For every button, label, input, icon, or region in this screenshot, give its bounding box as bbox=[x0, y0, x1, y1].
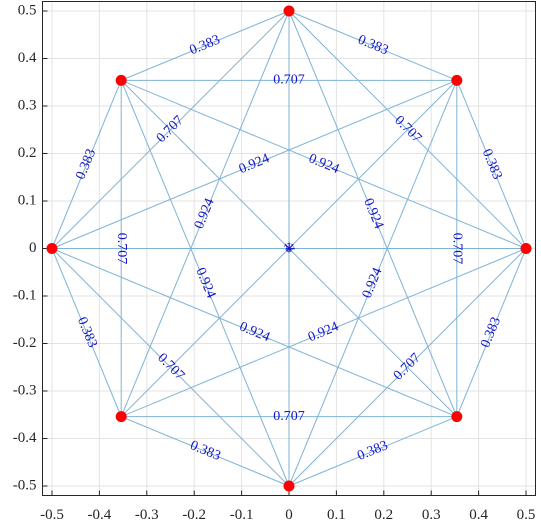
edge bbox=[120, 10, 290, 81]
node bbox=[451, 411, 463, 423]
y-tick-label: 0.5 bbox=[18, 2, 37, 18]
x-tick-label: 0.1 bbox=[327, 507, 346, 523]
y-tick-label: 0.1 bbox=[18, 192, 37, 208]
edge bbox=[51, 248, 290, 487]
x-tick-label: -0.5 bbox=[40, 507, 64, 523]
node bbox=[46, 243, 58, 254]
edge bbox=[51, 248, 122, 417]
edge bbox=[120, 80, 290, 487]
node bbox=[283, 480, 295, 492]
edge bbox=[120, 416, 290, 487]
x-tick-label: 0.2 bbox=[374, 507, 393, 523]
edge-label: 1 bbox=[286, 241, 293, 256]
edge bbox=[51, 80, 122, 249]
edge-label: 0.707 bbox=[114, 233, 129, 265]
edge bbox=[288, 416, 458, 487]
x-tick-label: -0.3 bbox=[135, 507, 159, 523]
node bbox=[283, 5, 295, 17]
edge bbox=[120, 79, 458, 418]
edge bbox=[456, 80, 527, 249]
node bbox=[115, 74, 127, 86]
x-tick-label: -0.4 bbox=[88, 507, 112, 523]
y-tick-label: 0.4 bbox=[18, 50, 37, 66]
y-tick-label: 0 bbox=[29, 240, 37, 256]
y-tick-label: 0.3 bbox=[18, 97, 37, 113]
edge bbox=[120, 248, 527, 418]
edge-label: 1 bbox=[282, 245, 297, 252]
x-tick-label: -0.2 bbox=[182, 507, 206, 523]
y-tick-label: -0.1 bbox=[13, 287, 37, 303]
edge-label: 0.707 bbox=[273, 409, 305, 424]
x-tick-label: 0.3 bbox=[422, 507, 441, 523]
edge-label: 0.707 bbox=[450, 233, 465, 265]
y-tick-label: -0.5 bbox=[13, 477, 37, 493]
edge bbox=[456, 248, 527, 417]
x-tick-label: 0.5 bbox=[517, 507, 536, 523]
node bbox=[520, 243, 532, 254]
y-tick-label: 0.2 bbox=[18, 145, 37, 161]
x-tick-label: 0 bbox=[285, 507, 293, 523]
x-tick-label: 0.4 bbox=[469, 507, 488, 523]
plot-frame bbox=[42, 1, 536, 496]
y-tick-label: -0.2 bbox=[13, 335, 37, 351]
y-tick-label: -0.3 bbox=[13, 382, 37, 398]
edge bbox=[120, 79, 527, 249]
edge bbox=[288, 80, 458, 487]
edge bbox=[288, 10, 458, 81]
edge bbox=[288, 10, 458, 417]
edge bbox=[120, 10, 290, 417]
y-tick-label: -0.4 bbox=[13, 430, 37, 446]
edge bbox=[51, 248, 458, 418]
node bbox=[115, 411, 127, 423]
edge bbox=[51, 79, 458, 249]
x-tick-label: -0.1 bbox=[230, 507, 254, 523]
node bbox=[451, 74, 463, 86]
edge-label: 0.707 bbox=[273, 73, 305, 88]
